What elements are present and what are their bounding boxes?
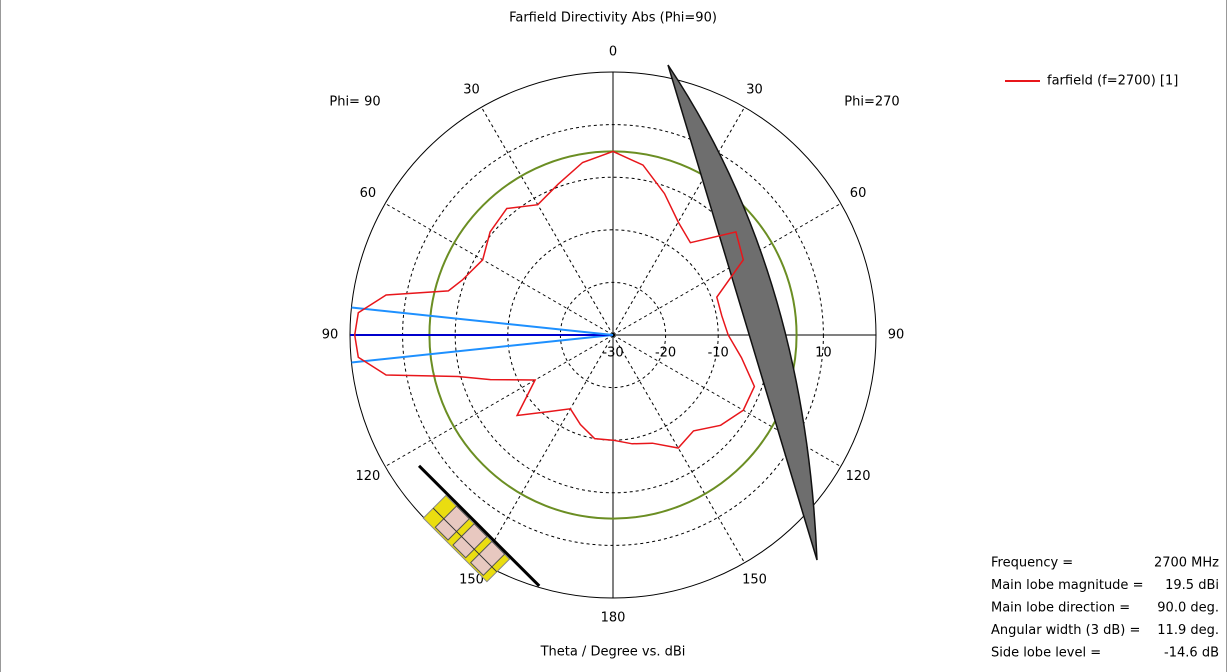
angle-tick-label: 0 bbox=[609, 45, 617, 60]
angle-grid-line bbox=[481, 334, 614, 564]
angle-tick-label: 90 bbox=[322, 328, 339, 343]
angle-grid-line bbox=[612, 203, 842, 336]
x-axis-label: Theta / Degree vs. dBi bbox=[540, 645, 686, 660]
info-value: 2700 MHz bbox=[1154, 556, 1219, 571]
side-label: Phi=270 bbox=[844, 95, 899, 110]
angle-tick-label: 30 bbox=[746, 82, 763, 97]
info-label: Angular width (3 dB) = bbox=[991, 623, 1140, 638]
info-value: 11.9 deg. bbox=[1157, 623, 1219, 638]
legend: farfield (f=2700) [1] bbox=[1005, 74, 1178, 89]
angle-tick-label: 90 bbox=[888, 328, 905, 343]
angle-grid-line bbox=[481, 106, 614, 336]
series-line bbox=[353, 150, 756, 449]
r-tick-label: 10 bbox=[815, 346, 832, 361]
info-label: Main lobe magnitude = bbox=[991, 578, 1143, 593]
legend-label: farfield (f=2700) [1] bbox=[1047, 74, 1178, 89]
angle-tick-label: 150 bbox=[742, 573, 767, 588]
angle-grid-line bbox=[384, 203, 614, 336]
side-label: Phi= 90 bbox=[329, 95, 380, 110]
r-tick-label: -20 bbox=[655, 346, 676, 361]
angle-tick-label: 60 bbox=[360, 186, 377, 201]
angle-tick-label: 150 bbox=[459, 573, 484, 588]
chart-title: Farfield Directivity Abs (Phi=90) bbox=[509, 11, 717, 26]
info-block: Frequency = 2700 MHz Main lobe magnitude =… bbox=[991, 556, 1219, 661]
beam-shape bbox=[667, 64, 818, 561]
info-value: 90.0 deg. bbox=[1157, 601, 1219, 616]
info-value: -14.6 dB bbox=[1164, 646, 1219, 661]
angle-tick-label: 120 bbox=[846, 469, 871, 484]
angle-grid-line bbox=[384, 334, 614, 467]
lobe-line bbox=[351, 306, 614, 336]
info-label: Frequency = bbox=[991, 556, 1073, 571]
angle-tick-label: 180 bbox=[601, 611, 626, 626]
angle-tick-label: 120 bbox=[356, 469, 381, 484]
angle-tick-label: 60 bbox=[850, 186, 867, 201]
lobe-line bbox=[351, 334, 614, 364]
angle-tick-label: 30 bbox=[463, 82, 480, 97]
r-tick-label: -10 bbox=[708, 346, 729, 361]
angle-grid-line bbox=[612, 334, 842, 467]
angle-grid-line bbox=[612, 106, 745, 336]
angle-grid-line bbox=[612, 334, 745, 564]
plot bbox=[350, 150, 756, 449]
info-value: 19.5 dBi bbox=[1165, 578, 1219, 593]
info-label: Side lobe level = bbox=[991, 646, 1101, 661]
antenna-icon bbox=[417, 464, 541, 588]
info-label: Main lobe direction = bbox=[991, 601, 1130, 616]
